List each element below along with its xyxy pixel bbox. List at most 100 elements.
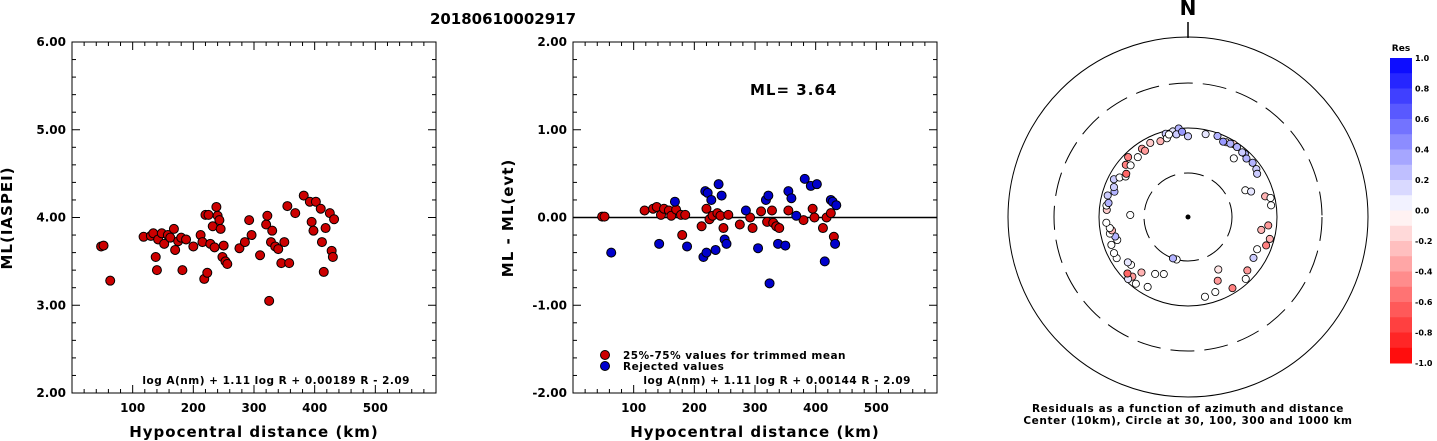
plot-frame: [71, 41, 437, 394]
station-marker: [1200, 292, 1209, 301]
station-marker: [1178, 127, 1187, 136]
colorbar-cell: [1390, 88, 1412, 105]
station-marker: [1253, 245, 1262, 254]
colorbar-cell: [1390, 134, 1412, 150]
accepted-residual-point: [798, 215, 809, 226]
magnitude-point: [105, 275, 116, 286]
station-marker: [1213, 132, 1222, 141]
accepted-residual-point: [756, 206, 767, 217]
station-marker: [1109, 249, 1118, 258]
accepted-residual-point: [747, 223, 758, 234]
colorbar-title: Res: [1392, 44, 1410, 54]
station-marker: [1104, 198, 1113, 207]
magnitude-point: [177, 265, 188, 276]
station-marker: [1103, 191, 1112, 200]
magnitude-point: [315, 203, 326, 214]
magnitude-point: [267, 225, 278, 236]
legend-rejected-marker: [600, 361, 610, 371]
y-tick-label: 2.00: [537, 35, 567, 49]
x-axis-label: Hypocentral distance (km): [129, 423, 379, 441]
magnitude-distance-panel: 2.00 3.00 4.00 5.00 6.00 100 200 300 400 500 log…: [0, 35, 437, 441]
legend-rejected-label: Rejected values: [623, 361, 724, 373]
azimuth-map-panel: N Residuals as a function of azimuth and…: [1007, 0, 1369, 427]
colorbar-cell: [1390, 347, 1412, 364]
colorbar-cell: [1390, 302, 1412, 318]
y-axis-ticks: 2.00 3.00 4.00 5.00 6.00: [36, 35, 436, 400]
magnitude-point: [215, 223, 226, 234]
station-marker: [1229, 154, 1238, 163]
caption-line-2: Center (10km), Circle at 30, 100, 300 an…: [1023, 415, 1352, 427]
colorbar-cell: [1390, 164, 1412, 181]
station-marker: [1123, 258, 1132, 267]
magnitude-point: [316, 237, 327, 248]
station-marker: [1257, 225, 1266, 234]
data-points: [96, 190, 340, 306]
accepted-residual-point: [718, 223, 729, 234]
y-tick-label: 2.00: [36, 386, 66, 400]
rejected-residual-point: [830, 238, 841, 249]
rejected-residual-point: [706, 194, 717, 205]
magnitude-point: [188, 241, 199, 252]
data-points: [597, 173, 842, 289]
magnitude-point: [98, 240, 109, 251]
rejected-residual-point: [780, 240, 791, 251]
y-axis-label: ML - ML(evt): [499, 159, 517, 277]
magnitude-point: [306, 216, 317, 227]
magnitude-point: [181, 234, 192, 245]
x-axis-ticks: 100 200 300 400 500: [83, 42, 425, 415]
station-marker: [1151, 269, 1160, 278]
rejected-residual-point: [831, 200, 842, 211]
station-marker: [1238, 148, 1247, 157]
magnitude-point: [159, 238, 170, 249]
formula-label: log A(nm) + 1.11 log R + 0.00144 R - 2.0…: [643, 375, 911, 387]
colorbar-tick-label: 0.0: [1415, 207, 1430, 216]
station-marker: [1249, 253, 1258, 262]
station-marker: [1201, 130, 1210, 139]
magnitude-point: [329, 214, 340, 225]
colorbar-cell: [1390, 256, 1412, 272]
ring-300km: [1098, 127, 1278, 307]
accepted-residual-point: [696, 221, 707, 232]
colorbar-cell: [1390, 149, 1412, 166]
station-marker: [1241, 274, 1250, 283]
station-marker: [1184, 132, 1193, 141]
magnitude-point: [290, 208, 301, 219]
station-marker: [1168, 254, 1177, 263]
station-marker: [1146, 138, 1155, 147]
colorbar-cell: [1390, 73, 1412, 89]
x-tick-label: 200: [682, 401, 707, 415]
station-marker: [1242, 154, 1251, 163]
colorbar-tick-label: 0.4: [1415, 146, 1430, 155]
accepted-residual-point: [734, 219, 745, 230]
residual-distance-panel: -2.00 -1.00 0.00 1.00 2.00 100 200 300 400 500 M…: [499, 35, 938, 441]
colorbar-tick-label: -0.2: [1415, 237, 1433, 246]
accepted-residual-point: [783, 205, 794, 216]
colorbar-cell: [1390, 317, 1412, 333]
station-marker: [1164, 130, 1173, 139]
rejected-residual-point: [763, 190, 774, 201]
colorbar-cell: [1390, 210, 1412, 227]
station-marker: [1214, 265, 1223, 274]
x-tick-label: 200: [181, 401, 206, 415]
station-marker: [1253, 169, 1262, 178]
station-marker: [1248, 158, 1257, 167]
ml-value-label: ML= 3.64: [750, 81, 837, 99]
y-tick-label: -1.00: [532, 298, 567, 312]
station-marker: [1133, 153, 1142, 162]
colorbar-tick-label: 0.2: [1415, 176, 1429, 185]
rejected-residual-point: [716, 190, 727, 201]
station-marker: [1137, 268, 1146, 277]
accepted-residual-point: [723, 209, 734, 220]
magnitude-point: [282, 201, 293, 212]
magnitude-point: [255, 250, 266, 261]
station-marker: [1233, 143, 1242, 152]
rejected-residual-point: [713, 179, 724, 190]
rejected-residual-point: [819, 256, 830, 267]
colorbar-cell: [1390, 103, 1412, 120]
accepted-residual-point: [807, 203, 818, 214]
magnitude-point: [273, 244, 284, 255]
station-marker: [1143, 282, 1152, 291]
colorbar-ticks: 1.0 0.8 0.6 0.4 0.2 0.0 -0.2 -0.4 -0.6 -0.8 -1.0: [1415, 54, 1433, 368]
magnitude-point: [327, 251, 338, 262]
y-axis-ticks: -2.00 -1.00 0.00 1.00 2.00: [532, 35, 937, 400]
